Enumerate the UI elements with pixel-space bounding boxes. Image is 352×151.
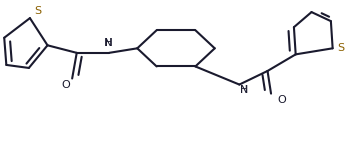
Text: H: H [105, 38, 112, 48]
Text: S: S [34, 6, 42, 16]
Text: N: N [240, 85, 249, 95]
Text: O: O [62, 80, 70, 90]
Text: N: N [104, 27, 113, 48]
Text: H: H [240, 85, 248, 107]
Text: S: S [337, 43, 344, 53]
Text: O: O [277, 95, 286, 105]
